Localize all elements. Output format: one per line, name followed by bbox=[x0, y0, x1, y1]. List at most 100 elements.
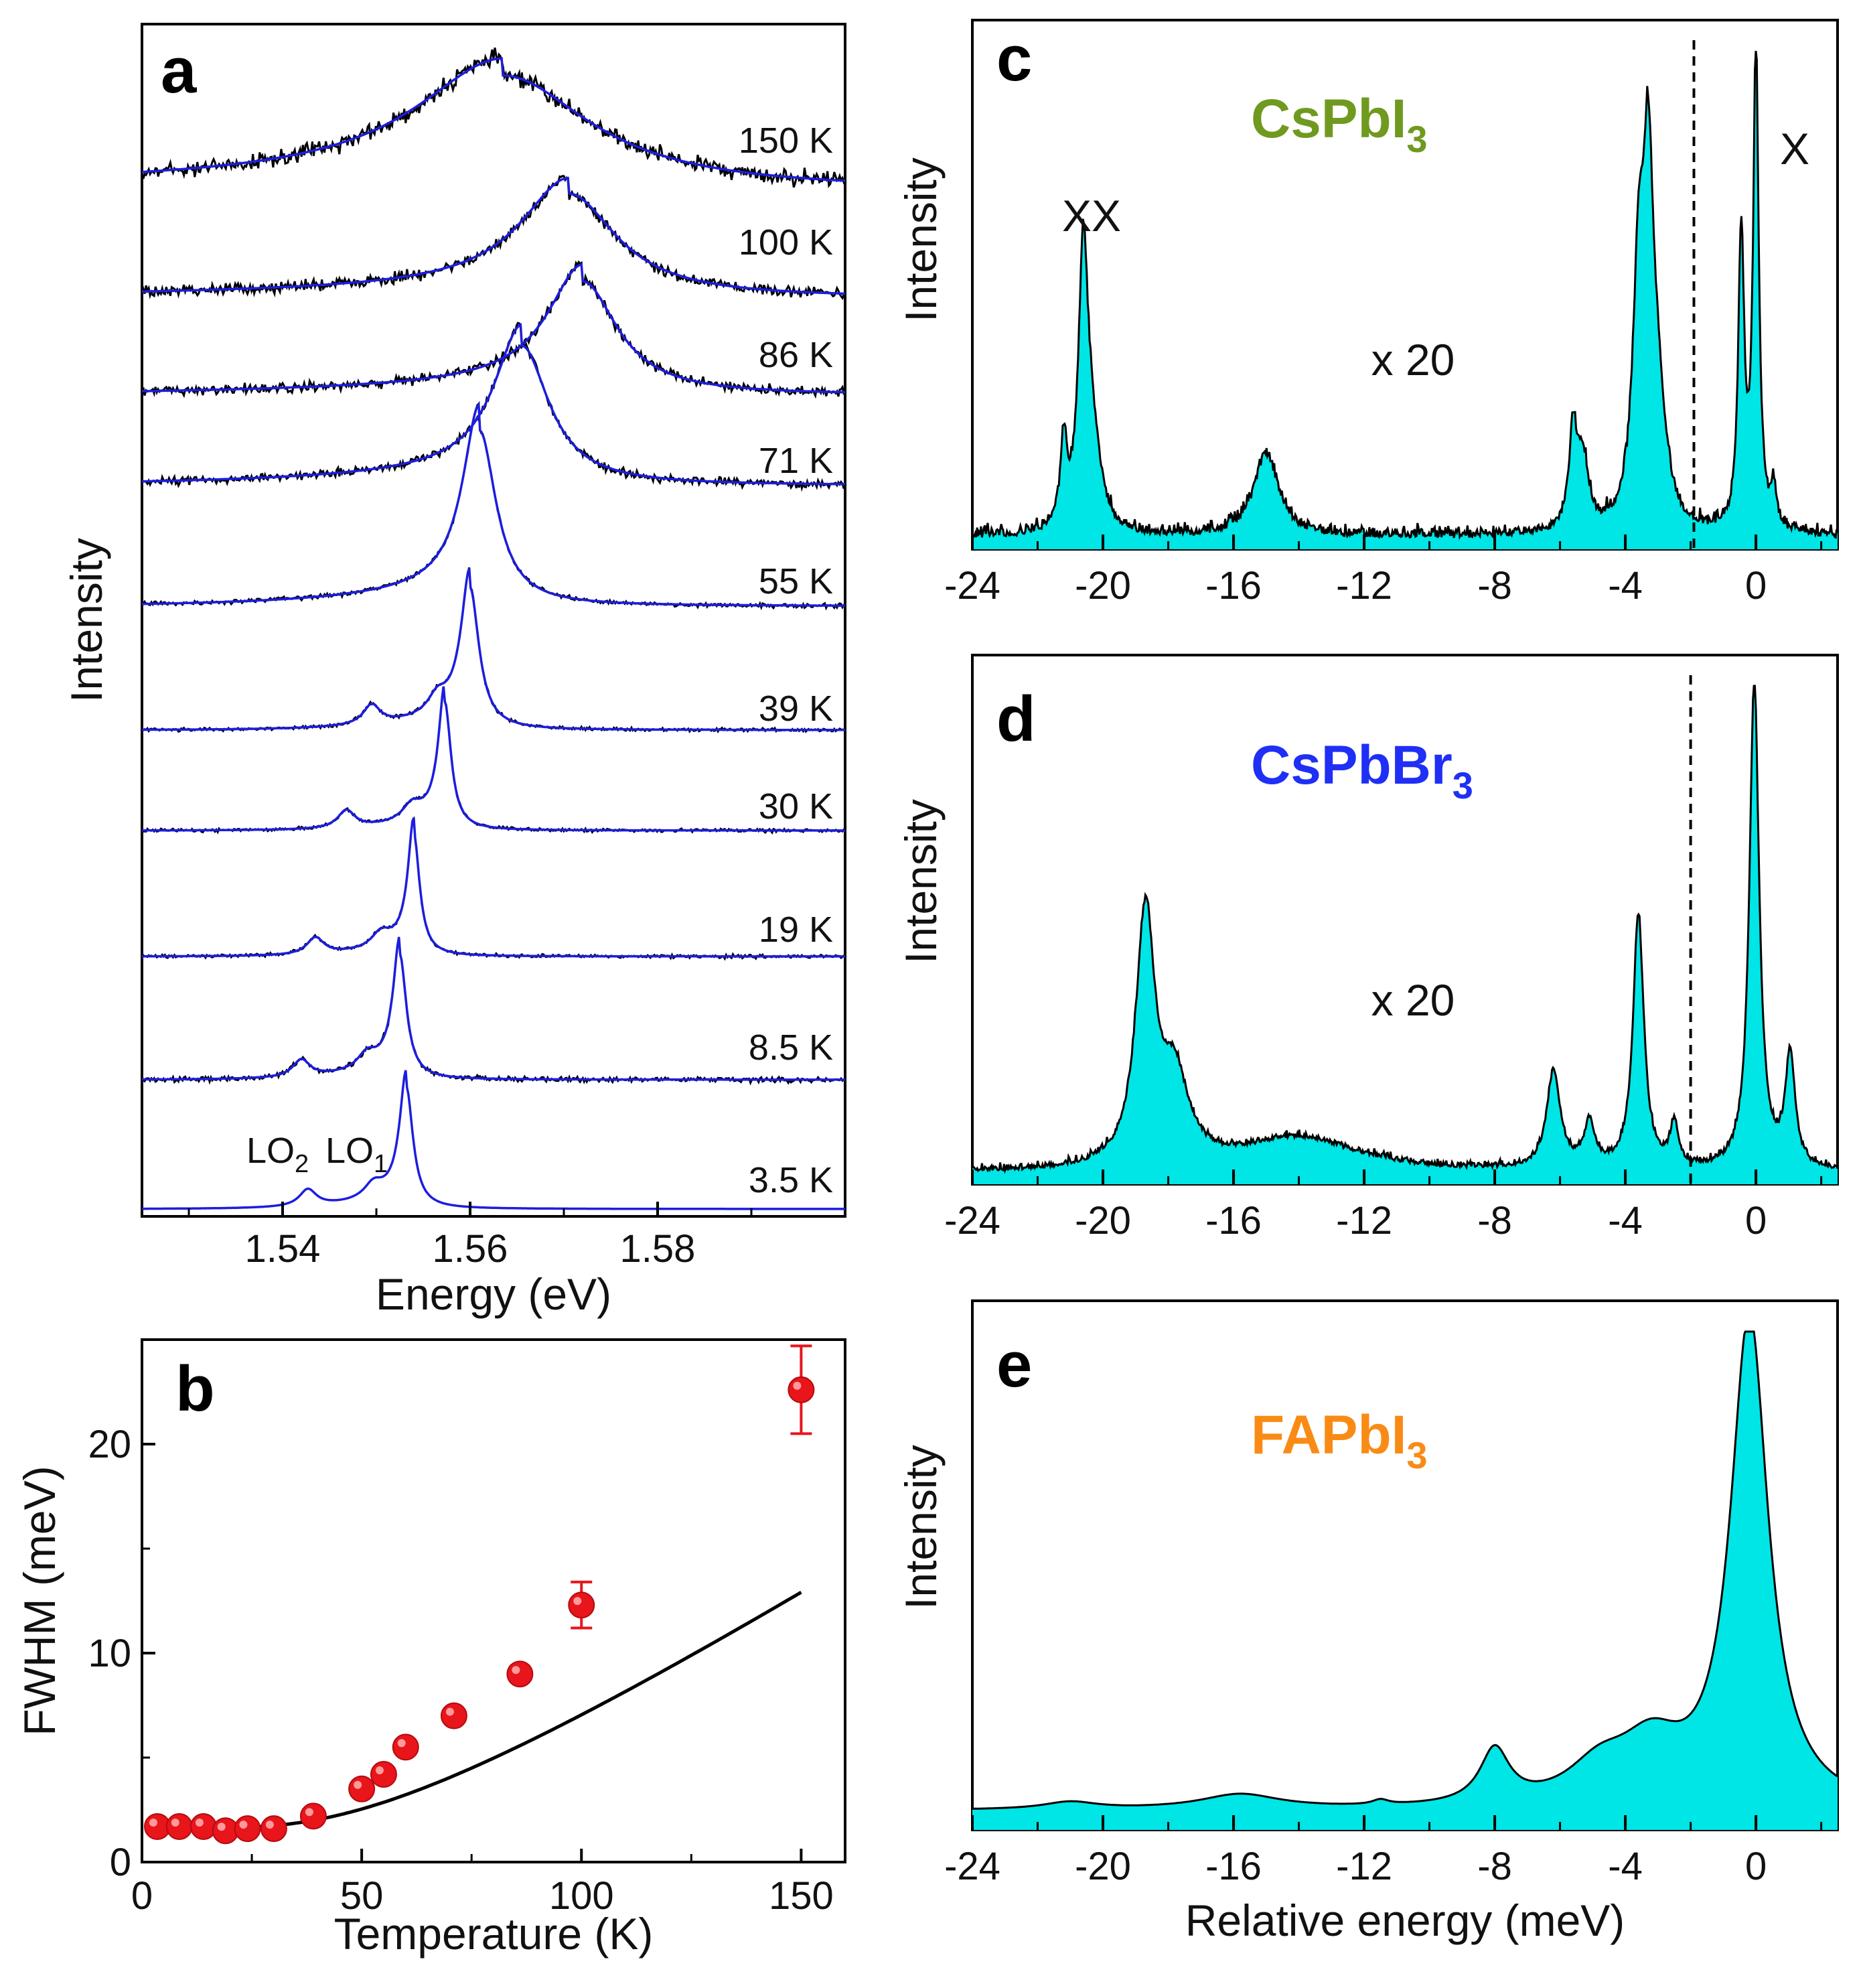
panel-b-data-point bbox=[260, 1815, 287, 1843]
panel-c-ylabel: Intensity bbox=[896, 157, 946, 322]
panel-b-xtick-label: 100 bbox=[549, 1874, 614, 1918]
panel-e-xtick-label: -20 bbox=[1075, 1845, 1131, 1888]
panel-c-line bbox=[971, 50, 1839, 541]
panel-e-xtick-label: -12 bbox=[1336, 1845, 1392, 1888]
panel-e-xtick-label: 0 bbox=[1745, 1845, 1767, 1888]
panel-b-xtick-label: 50 bbox=[340, 1874, 384, 1918]
panel-a-spectrum-fit bbox=[142, 686, 845, 832]
panel-b-ytick-label: 0 bbox=[110, 1841, 131, 1884]
panel-c-x-label: X bbox=[1780, 124, 1809, 173]
panel-c-cspbi3: -24 -20 -16 -12 -8 -4 0 c CsPbI3 XX X x 20 Int… bbox=[896, 19, 1839, 608]
panel-d-xtick-label: -4 bbox=[1608, 1199, 1643, 1242]
panel-b-point-highlight bbox=[265, 1821, 274, 1829]
panel-c-xtick-label: -8 bbox=[1477, 564, 1512, 608]
temp-label-19k: 19 K bbox=[759, 910, 833, 950]
panel-b-point-highlight bbox=[239, 1821, 248, 1829]
temp-label-100k: 100 K bbox=[739, 222, 833, 263]
panel-b-data-points bbox=[143, 1344, 815, 1845]
panel-c-xtick-label: -4 bbox=[1608, 564, 1643, 608]
panel-e-letter: e bbox=[996, 1329, 1032, 1401]
panel-d-xtick-label: 0 bbox=[1745, 1199, 1767, 1242]
panel-b-data-point bbox=[788, 1376, 815, 1403]
panel-e-line bbox=[972, 1330, 1838, 1810]
panel-a-xtick-label: 1.54 bbox=[245, 1227, 321, 1271]
panel-b-data-point bbox=[568, 1591, 595, 1619]
panel-e-ylabel: Intensity bbox=[896, 1445, 946, 1610]
panel-c-x-ticks: -24 -20 -16 -12 -8 -4 0 bbox=[944, 535, 1823, 608]
temp-label-71k: 71 K bbox=[759, 441, 833, 481]
panel-c-fill bbox=[972, 51, 1838, 549]
panel-d-letter: d bbox=[996, 683, 1036, 755]
panel-c-xtick-label: -16 bbox=[1205, 564, 1262, 608]
panel-b-xtick-label: 0 bbox=[131, 1874, 153, 1918]
panel-b-point-highlight bbox=[512, 1666, 520, 1675]
panel-e-compound: FAPbI3 bbox=[1251, 1405, 1428, 1476]
panel-d-compound: CsPbBr3 bbox=[1251, 735, 1473, 806]
panel-b-point-highlight bbox=[305, 1808, 313, 1817]
temp-label-39k: 39 K bbox=[759, 689, 833, 729]
panel-a-spectrum-fit bbox=[142, 567, 845, 731]
panel-e-x-ticks: -24 -20 -16 -12 -8 -4 0 bbox=[944, 1815, 1823, 1888]
panel-b-point-highlight bbox=[573, 1597, 582, 1606]
panel-b-frame bbox=[141, 1338, 846, 1863]
panel-c-xtick-label: -24 bbox=[944, 564, 1000, 608]
panel-c-xx-label: XX bbox=[1062, 191, 1121, 240]
panel-b-data-point bbox=[190, 1813, 217, 1840]
panel-b-data-point bbox=[370, 1760, 397, 1788]
panel-b-data-point bbox=[440, 1702, 467, 1729]
panel-d-cspbbr3: -24 -20 -16 -12 -8 -4 0 d CsPbBr3 x 20 Intensi… bbox=[896, 654, 1839, 1242]
panel-d-spectrum bbox=[971, 675, 1839, 1184]
panel-a-xtick-label: 1.56 bbox=[433, 1227, 508, 1271]
panel-c-xtick-label: -20 bbox=[1075, 564, 1131, 608]
panel-a-spectrum-fit bbox=[142, 937, 845, 1081]
panel-d-xtick-label: -20 bbox=[1075, 1199, 1131, 1242]
panel-d-xtick-label: -16 bbox=[1205, 1199, 1262, 1242]
panel-b-data-point bbox=[299, 1802, 327, 1830]
temp-label-55k: 55 K bbox=[759, 561, 833, 601]
panel-a-spectrum-fit bbox=[142, 1070, 845, 1210]
panel-d-multiplier: x 20 bbox=[1371, 975, 1455, 1025]
panel-d-xtick-label: -8 bbox=[1477, 1199, 1512, 1242]
panel-e-fapbi3: -24 -20 -16 -12 -8 -4 0 e FAPbI3 Relative ener… bbox=[896, 1299, 1839, 1945]
panel-b-point-highlight bbox=[195, 1818, 204, 1827]
annotation-lo2: LO2 bbox=[246, 1131, 309, 1178]
panel-b-ylabel: FWHM (meV) bbox=[15, 1466, 64, 1735]
panel-d-xtick-label: -12 bbox=[1336, 1199, 1392, 1242]
panel-b-ytick-label: 10 bbox=[88, 1632, 131, 1675]
panel-a-ylabel: Intensity bbox=[62, 538, 111, 703]
panel-b-point-highlight bbox=[171, 1818, 179, 1827]
panel-a-spectrum-fit bbox=[142, 817, 845, 958]
panel-b-xlabel: Temperature (K) bbox=[334, 1909, 654, 1959]
panel-b-data-point bbox=[165, 1813, 193, 1840]
panel-d-line bbox=[971, 685, 1839, 1174]
panel-c-compound: CsPbI3 bbox=[1251, 88, 1428, 160]
panel-c-letter: c bbox=[996, 23, 1032, 94]
panel-b-fwhm-vs-temperature: 0 50 100 150 0 10 20 b Temperature (K) FWHM (m… bbox=[15, 1338, 846, 1959]
panel-a-temperature-labels: 150 K 100 K 86 K 71 K 55 K 39 K 30 K 19 … bbox=[739, 121, 833, 1200]
panel-e-xtick-label: -24 bbox=[944, 1845, 1000, 1888]
panel-b-point-highlight bbox=[445, 1707, 454, 1716]
panel-e-xtick-label: -16 bbox=[1205, 1845, 1262, 1888]
panel-a-spectrum-fit bbox=[141, 263, 845, 394]
panel-b-ticks: 0 50 100 150 0 10 20 bbox=[88, 1423, 833, 1918]
panel-b-point-highlight bbox=[217, 1823, 226, 1831]
temp-label-150k: 150 K bbox=[739, 121, 833, 161]
panel-d-fill bbox=[972, 686, 1838, 1184]
temp-label-30k: 30 K bbox=[759, 786, 833, 827]
panel-d-xtick-label: -24 bbox=[944, 1199, 1000, 1242]
panel-e-xlabel: Relative energy (meV) bbox=[1185, 1896, 1625, 1945]
panel-a-frame bbox=[141, 23, 846, 1218]
panel-a-spectrum-fit bbox=[141, 176, 846, 295]
panel-b-ytick-label: 20 bbox=[88, 1423, 131, 1466]
panel-a-spectrum-fit bbox=[142, 323, 845, 486]
panel-a-spectra-vs-temperature: 1.54 1.56 1.58 a Energy (eV) Intensity 150… bbox=[62, 23, 846, 1319]
temp-label-8-5k: 8.5 K bbox=[749, 1027, 833, 1068]
panel-a-letter: a bbox=[161, 35, 197, 106]
panel-b-point-highlight bbox=[149, 1818, 157, 1827]
panel-b-data-point bbox=[234, 1815, 261, 1843]
temp-label-3-5k: 3.5 K bbox=[749, 1160, 833, 1200]
panel-a-xlabel: Energy (eV) bbox=[376, 1269, 611, 1319]
panel-b-letter: b bbox=[175, 1353, 215, 1425]
panel-d-x-ticks: -24 -20 -16 -12 -8 -4 0 bbox=[944, 1169, 1823, 1242]
